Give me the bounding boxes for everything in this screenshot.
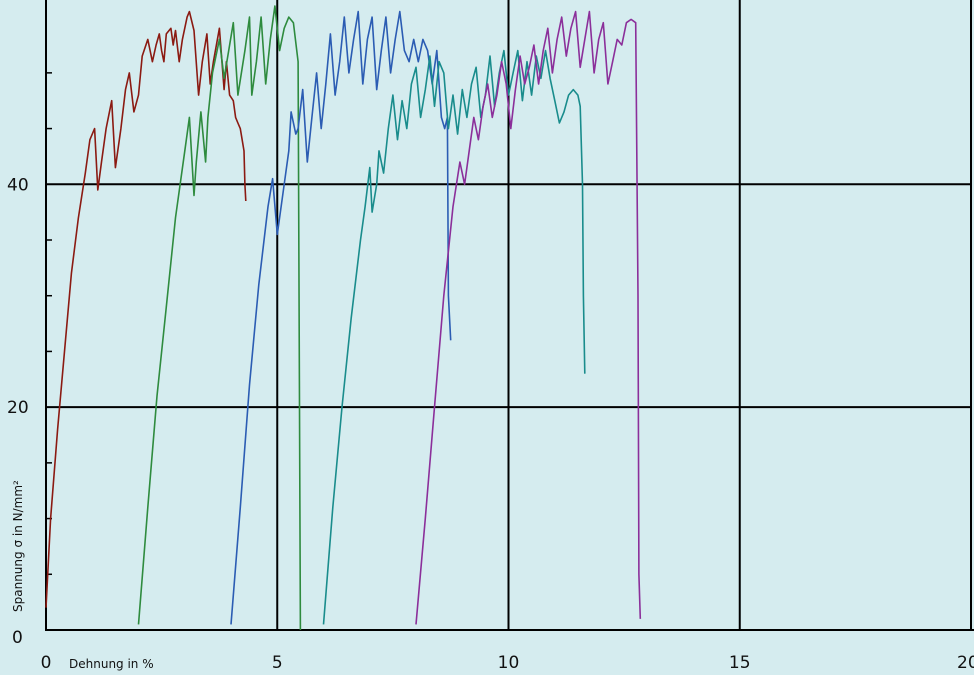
y-tick-label: 0 <box>12 628 23 648</box>
series-line-1 <box>45 10 247 608</box>
axes <box>45 0 974 631</box>
series-line-2 <box>137 5 302 631</box>
series-line-4 <box>322 49 586 625</box>
x-tick-label: 15 <box>729 653 751 673</box>
x-tick-label: 0 <box>41 653 52 673</box>
x-tick-label: 10 <box>498 653 520 673</box>
series-line-5 <box>415 10 642 625</box>
series-line-3 <box>230 10 452 625</box>
x-tick-label: 5 <box>272 653 283 673</box>
tick-labels: 0 5 10 15 20 0 20 40 <box>7 175 974 673</box>
x-tick-label: 20 <box>957 653 974 673</box>
y-axis-label: Spannung σ in N/mm² <box>11 480 25 612</box>
y-tick-label: 40 <box>7 175 29 195</box>
series-lines <box>45 5 642 631</box>
x-axis-label: Dehnung in % <box>69 657 154 671</box>
y-tick-label: 20 <box>7 398 29 418</box>
